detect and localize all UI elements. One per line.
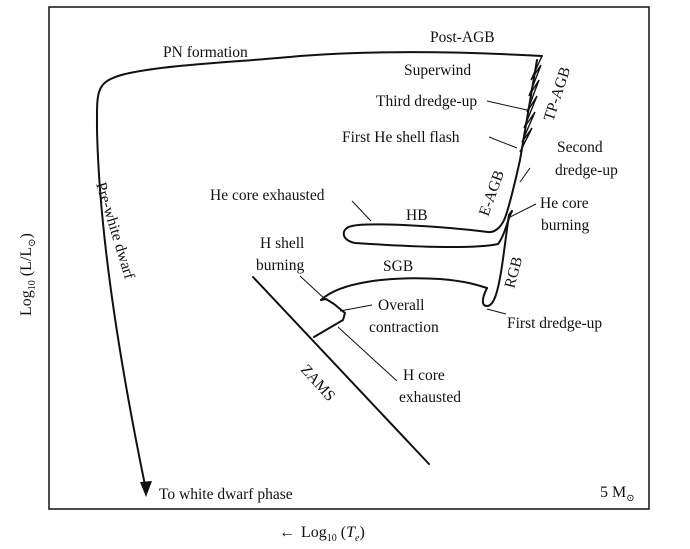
h-shell-burning-label-1: H shell	[260, 235, 304, 252]
post-agb-track	[95, 51, 543, 491]
tp-agb-label: TP-AGB	[541, 65, 574, 123]
h-core-exhausted-label-1: H core	[403, 367, 445, 384]
he-core-burning-label-2: burning	[541, 217, 589, 234]
post-agb-label: Post-AGB	[430, 29, 495, 46]
e-agb-label: E-AGB	[476, 168, 508, 218]
h-core-exhausted-label-2: exhausted	[399, 389, 461, 406]
pn-formation-label: PN formation	[163, 44, 248, 61]
leader-lines	[299, 100, 537, 382]
tp-agb-track	[519, 55, 543, 153]
zams-line	[252, 276, 430, 465]
pre-white-dwarf-label: Pre-white dwarf	[92, 180, 138, 282]
overall-contraction-label-1: Overall	[378, 297, 424, 314]
plot-frame	[48, 6, 650, 510]
superwind-label: Superwind	[404, 62, 471, 79]
sun-symbol: ⊙	[626, 493, 634, 504]
to-white-dwarf-label: To white dwarf phase	[159, 486, 293, 503]
overall-contraction-label-2: contraction	[369, 319, 439, 336]
x-axis-label: ← Log10 (Te)	[279, 524, 365, 544]
h-shell-burning-label-2: burning	[256, 257, 304, 274]
subgiant-track	[320, 277, 488, 301]
stellar-mass-label: 5 M⊙	[600, 484, 635, 504]
hb-label: HB	[406, 207, 428, 224]
zams-label: ZAMS	[297, 361, 338, 404]
second-dredge-up-label-2: dredge-up	[555, 162, 618, 179]
e-agb-track	[505, 59, 538, 216]
sgb-label: SGB	[383, 258, 413, 275]
main-sequence-track	[313, 298, 346, 338]
x-axis-arrow-icon: ←	[279, 524, 295, 541]
he-core-exhausted-label: He core exhausted	[210, 187, 325, 204]
red-giant-track	[481, 210, 513, 307]
track-arrowhead	[140, 481, 152, 497]
horizontal-branch-track	[342, 210, 513, 249]
first-dredge-up-label: First dredge-up	[507, 315, 602, 332]
third-dredge-up-label: Third dredge-up	[376, 93, 477, 110]
y-axis-label: Log10 (L/L⊙)	[18, 233, 38, 316]
he-core-burning-label-1: He core	[540, 195, 589, 212]
first-he-shell-flash-label: First He shell flash	[342, 129, 460, 146]
second-dredge-up-label-1: Second	[557, 139, 603, 156]
rgb-label: RGB	[501, 255, 526, 290]
